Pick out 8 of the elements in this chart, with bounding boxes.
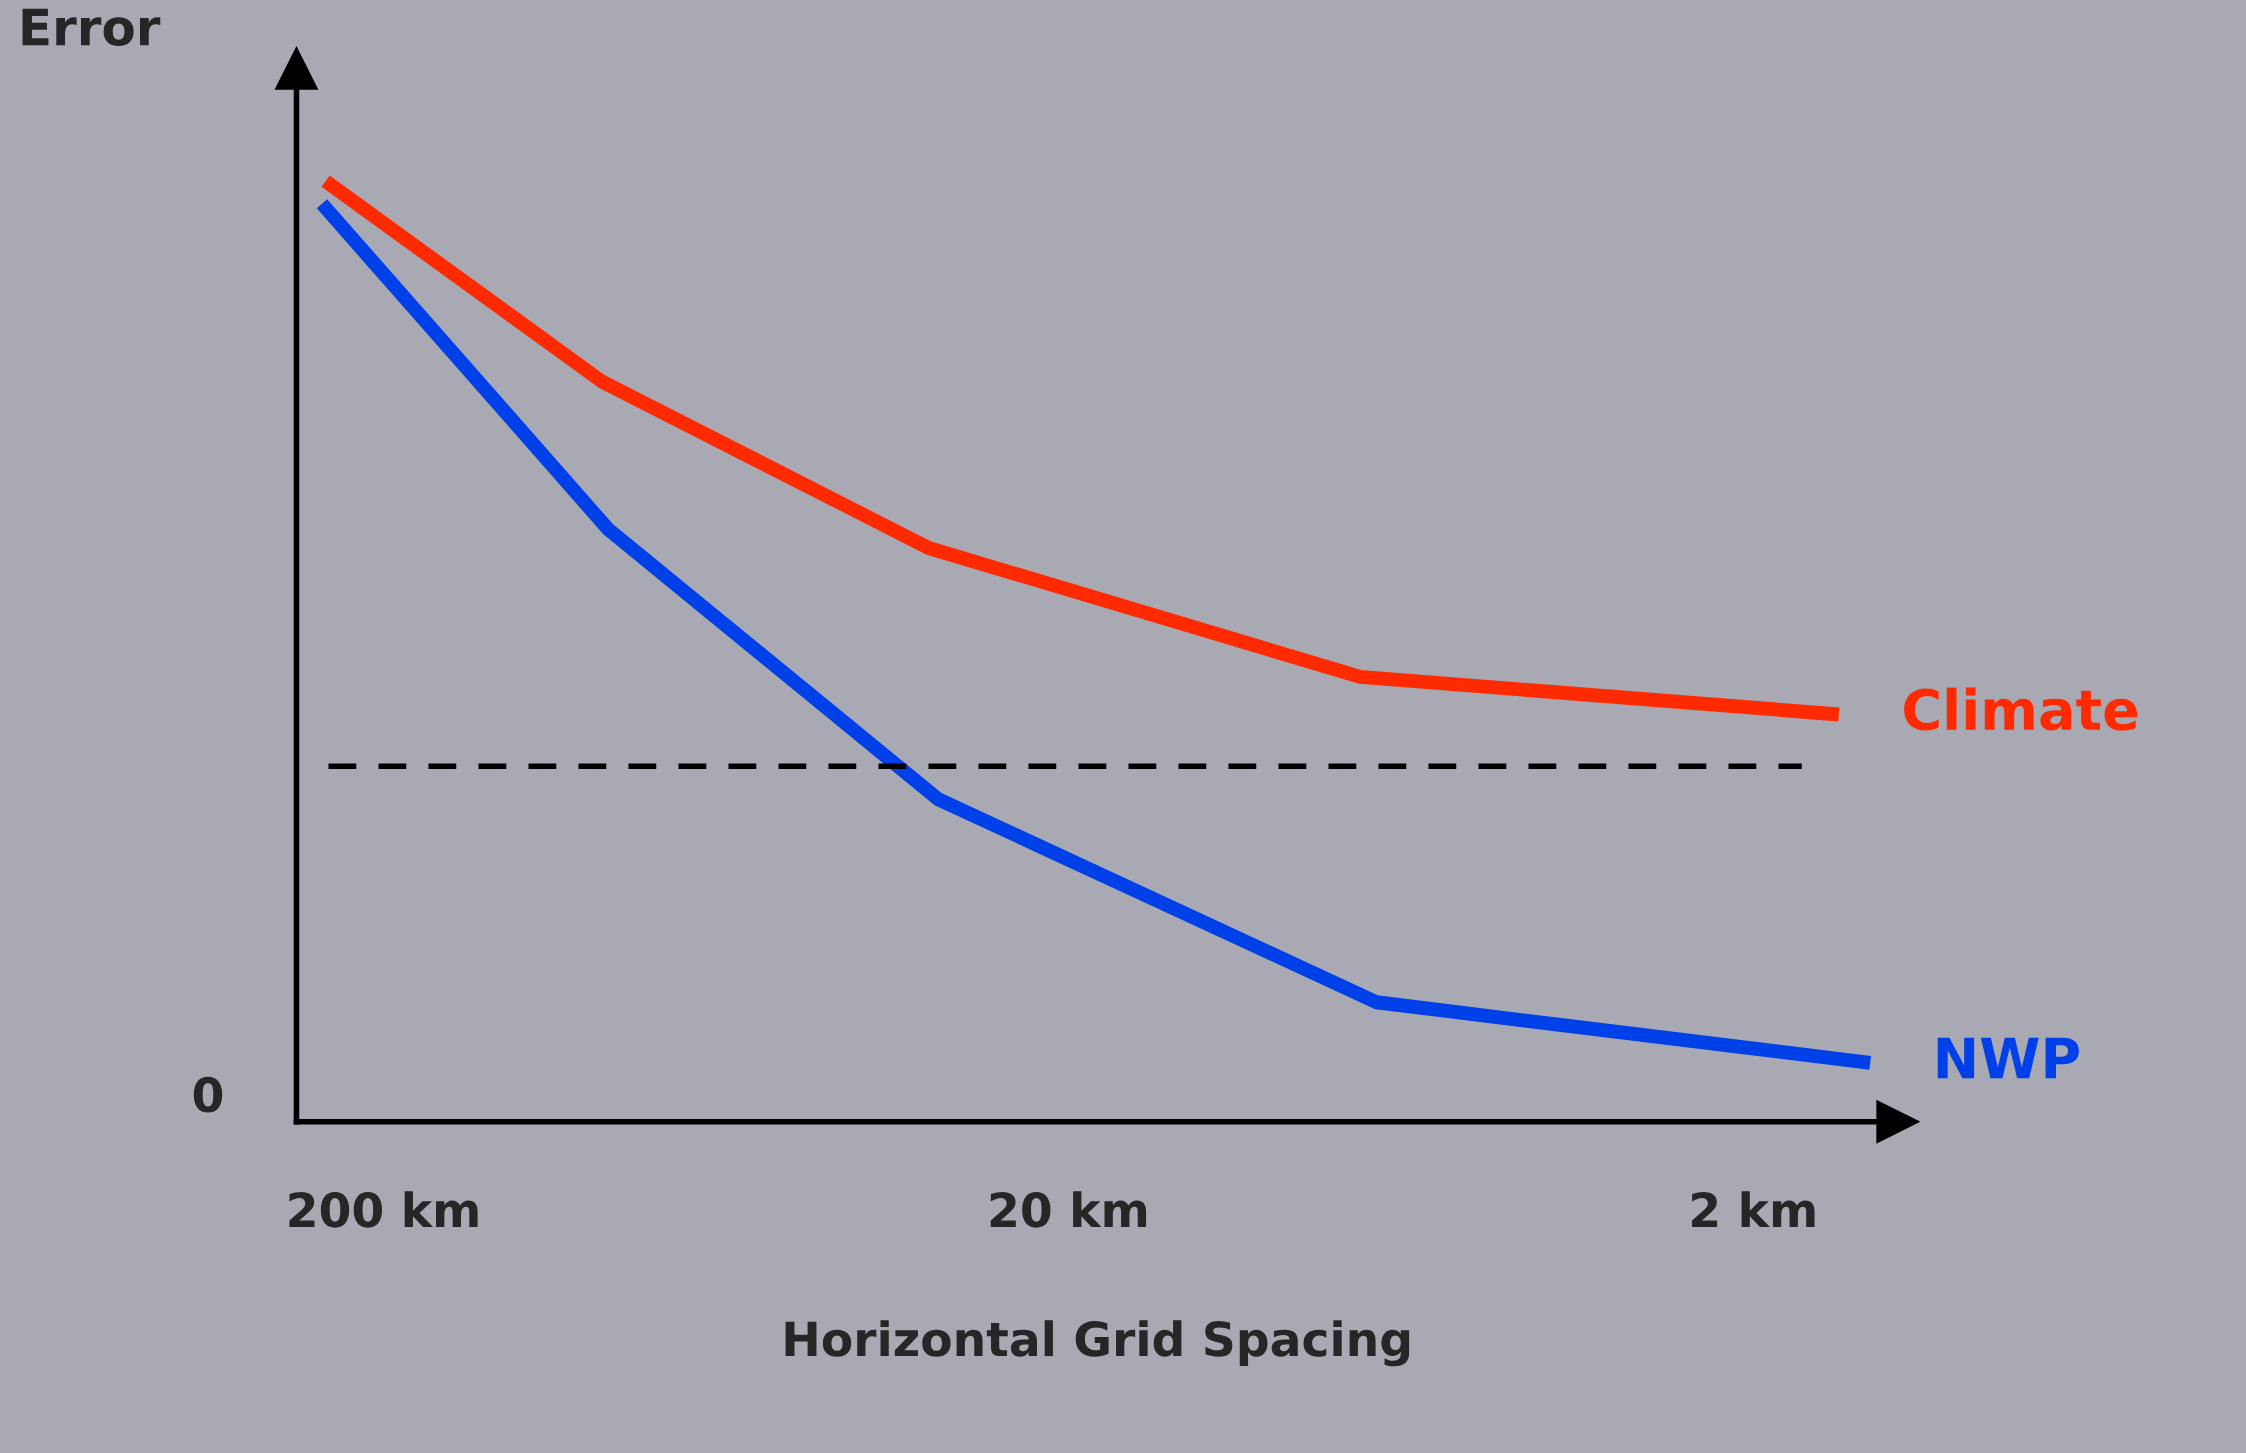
series-label: NWP <box>1937 1037 2079 1079</box>
x-tick-label: 2 km <box>1692 1191 1815 1228</box>
x-tick-label: 20 km <box>990 1191 1147 1228</box>
series-label: Climate <box>1904 687 2138 731</box>
text: 0 <box>193 1076 223 1113</box>
x-tick-label: 200 km <box>289 1191 478 1228</box>
y-axis-title: Error <box>22 8 161 46</box>
x-axis-title: Horizontal Grid Spacing <box>785 1320 1410 1367</box>
